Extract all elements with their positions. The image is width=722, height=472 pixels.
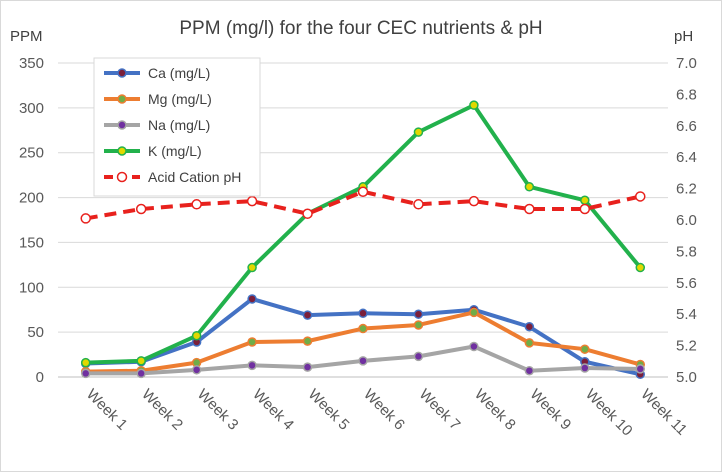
left-axis-unit-label: PPM (10, 28, 43, 45)
series-group (80, 100, 646, 380)
data-point (302, 208, 313, 219)
left-tick-label: 150 (19, 234, 44, 251)
legend-label: Acid Cation pH (148, 169, 241, 185)
legend-label: Na (mg/L) (148, 117, 210, 133)
data-point (191, 365, 202, 375)
data-point (580, 344, 590, 354)
data-point (413, 199, 424, 210)
legend-marker (116, 171, 128, 183)
data-point (135, 203, 147, 215)
legend-label: Mg (mg/L) (148, 91, 212, 107)
data-point (524, 203, 535, 215)
right-tick-label: 5.0 (676, 369, 697, 386)
data-point (413, 127, 424, 137)
right-tick-label: 6.8 (676, 86, 697, 103)
data-point (579, 203, 591, 215)
data-point (136, 368, 146, 379)
data-point (80, 368, 91, 379)
data-point (357, 186, 369, 197)
data-point (413, 309, 424, 319)
legend-marker (117, 120, 127, 130)
left-tick-label: 0 (36, 369, 44, 386)
data-point (80, 213, 91, 224)
data-point (524, 182, 535, 192)
left-tick-label: 200 (19, 190, 44, 207)
data-point (524, 365, 535, 376)
right-tick-label: 5.8 (676, 243, 697, 260)
data-point (136, 356, 146, 366)
data-point (413, 351, 424, 362)
legend: Ca (mg/L) Mg (mg/L) Na (mg/L) K (mg/L) Acid … (93, 57, 261, 197)
right-tick-label: 5.6 (676, 275, 697, 292)
data-point (358, 356, 368, 366)
left-tick-label: 100 (19, 279, 44, 296)
legend-marker (117, 68, 127, 78)
data-point (635, 364, 646, 374)
data-point (469, 100, 479, 110)
data-point (247, 294, 257, 304)
left-tick-label: 350 (19, 55, 44, 72)
legend-marker (117, 146, 127, 156)
data-point (247, 337, 257, 347)
right-tick-label: 5.2 (676, 338, 697, 355)
data-point (302, 362, 313, 372)
right-tick-label: 7.0 (676, 55, 697, 72)
data-point (580, 363, 590, 373)
data-point (469, 341, 479, 352)
left-tick-label: 300 (19, 100, 44, 117)
series-3 (80, 341, 646, 379)
right-tick-label: 6.6 (676, 118, 697, 135)
data-point (469, 307, 479, 318)
data-point (246, 195, 258, 207)
data-point (191, 330, 202, 341)
legend-marker (117, 94, 127, 104)
data-point (247, 262, 257, 273)
chart-title: PPM (mg/l) for the four CEC nutrients & … (179, 18, 542, 39)
right-tick-label: 6.4 (676, 149, 697, 166)
data-point (80, 357, 91, 368)
data-point (635, 191, 646, 202)
data-point (468, 195, 480, 207)
left-tick-label: 250 (19, 145, 44, 162)
data-point (358, 323, 368, 334)
legend-label: Ca (mg/L) (148, 65, 210, 81)
right-tick-label: 6.0 (676, 212, 697, 229)
data-point (635, 262, 646, 273)
data-point (524, 338, 535, 348)
series-2 (80, 307, 646, 377)
data-point (302, 310, 313, 320)
right-tick-label: 5.4 (676, 306, 697, 323)
data-point (358, 308, 368, 319)
right-tick-label: 6.2 (676, 181, 697, 198)
data-point (191, 199, 202, 210)
data-point (302, 336, 313, 346)
data-point (413, 320, 424, 330)
legend-label: K (mg/L) (148, 143, 202, 159)
right-axis-unit-label: pH (674, 28, 693, 45)
data-point (247, 360, 257, 371)
data-point (580, 195, 590, 206)
series-5 (80, 186, 646, 224)
data-point (524, 322, 535, 332)
left-tick-label: 50 (27, 324, 44, 341)
